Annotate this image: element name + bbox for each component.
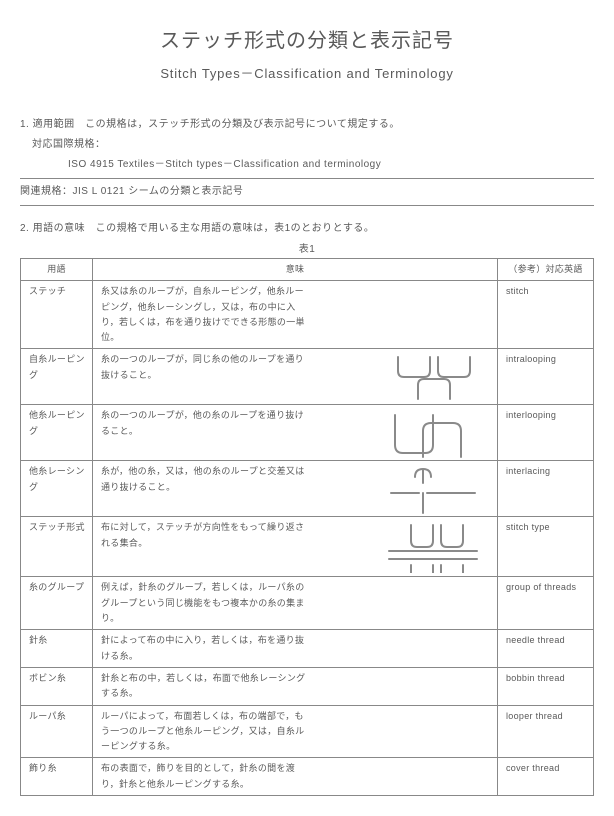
divider-top [20, 178, 594, 179]
meaning-text: ルーパによって，布面若しくは，布の端部で，もう一つのループと他糸ルーピング，又は… [101, 709, 311, 755]
meaning-text: 針によって布の中に入り，若しくは，布を通り抜ける糸。 [101, 633, 311, 664]
table-label: 表1 [20, 240, 594, 255]
term-cell: 他糸レーシング [21, 461, 93, 517]
en-cell: stitch type [498, 517, 594, 577]
term-cell: 他糸ルーピング [21, 405, 93, 461]
intl-std: ISO 4915 Textiles－Stitch types－Classific… [20, 156, 594, 174]
col-header-en: （参考）対応英語 [498, 259, 594, 281]
meaning-cell: 糸の一つのループが，同じ糸の他のループを通り抜けること。 [93, 349, 498, 405]
en-cell: group of threads [498, 577, 594, 630]
meaning-text: 例えば，針糸のグループ，若しくは，ルーパ糸のグループという同じ機能をもつ複本かの… [101, 580, 311, 626]
table-row: 他糸レーシング糸が，他の糸，又は，他の糸のループと交差又は通り抜けること。 int… [21, 461, 594, 517]
table-row: 自糸ルーピング糸の一つのループが，同じ糸の他のループを通り抜けること。 intra… [21, 349, 594, 405]
meaning-text: 糸又は糸のループが，自糸ルーピング，他糸ルーピング，他糸レーシングし，又は，布の… [101, 284, 311, 345]
related-std: 関連規格：JIS L 0121 シームの分類と表示記号 [20, 183, 594, 201]
term-cell: ステッチ形式 [21, 517, 93, 577]
terms-table: 用語 意味 （参考）対応英語 ステッチ糸又は糸のループが，自糸ルーピング，他糸ル… [20, 258, 594, 796]
meaning-cell: 糸又は糸のループが，自糸ルーピング，他糸ルーピング，他糸レーシングし，又は，布の… [93, 281, 498, 349]
defs-line: 2. 用語の意味 この規格で用いる主な用語の意味は，表1のとおりとする。 [20, 220, 594, 238]
table-row: ルーパ糸ルーパによって，布面若しくは，布の端部で，もう一つのループと他糸ルーピン… [21, 705, 594, 758]
meaning-cell: 例えば，針糸のグループ，若しくは，ルーパ糸のグループという同じ機能をもつ複本かの… [93, 577, 498, 630]
stitch-diagram-interlace [383, 463, 483, 517]
en-cell: interlacing [498, 461, 594, 517]
en-cell: stitch [498, 281, 594, 349]
page-subtitle-en: Stitch Types－Classification and Terminol… [20, 63, 594, 82]
term-cell: 針糸 [21, 630, 93, 668]
stitch-diagram-stitchtype [383, 519, 483, 573]
meaning-cell: 糸の一つのループが，他の糸のループを通り抜けること。 [93, 405, 498, 461]
scope-section: 1. 適用範囲 この規格は，ステッチ形式の分類及び表示記号について規定する。 対… [20, 116, 594, 174]
term-cell: 飾り糸 [21, 758, 93, 796]
table-row: ボビン糸針糸と布の中，若しくは，布面で他糸レーシングする糸。 bobbin thr… [21, 667, 594, 705]
table-row: ステッチ形式布に対して，ステッチが方向性をもって繰り返される集合。 stitch … [21, 517, 594, 577]
table-row: 針糸針によって布の中に入り，若しくは，布を通り抜ける糸。 needle threa… [21, 630, 594, 668]
meaning-text: 糸の一つのループが，他の糸のループを通り抜けること。 [101, 408, 311, 439]
en-cell: intralooping [498, 349, 594, 405]
meaning-text: 針糸と布の中，若しくは，布面で他糸レーシングする糸。 [101, 671, 311, 702]
table-row: 糸のグループ例えば，針糸のグループ，若しくは，ルーパ糸のグループという同じ機能を… [21, 577, 594, 630]
en-cell: looper thread [498, 705, 594, 758]
table-header-row: 用語 意味 （参考）対応英語 [21, 259, 594, 281]
en-cell: interlooping [498, 405, 594, 461]
meaning-text: 糸が，他の糸，又は，他の糸のループと交差又は通り抜けること。 [101, 464, 311, 495]
meaning-text: 布に対して，ステッチが方向性をもって繰り返される集合。 [101, 520, 311, 551]
col-header-meaning: 意味 [93, 259, 498, 281]
term-cell: 糸のグループ [21, 577, 93, 630]
term-cell: ルーパ糸 [21, 705, 93, 758]
en-cell: cover thread [498, 758, 594, 796]
term-cell: ステッチ [21, 281, 93, 349]
scope-line: 1. 適用範囲 この規格は，ステッチ形式の分類及び表示記号について規定する。 [20, 116, 594, 134]
meaning-cell: 布に対して，ステッチが方向性をもって繰り返される集合。 [93, 517, 498, 577]
table-row: ステッチ糸又は糸のループが，自糸ルーピング，他糸ルーピング，他糸レーシングし，又… [21, 281, 594, 349]
meaning-cell: 針によって布の中に入り，若しくは，布を通り抜ける糸。 [93, 630, 498, 668]
meaning-cell: 針糸と布の中，若しくは，布面で他糸レーシングする糸。 [93, 667, 498, 705]
table-row: 他糸ルーピング糸の一つのループが，他の糸のループを通り抜けること。 interlo… [21, 405, 594, 461]
meaning-cell: 布の表面で，飾りを目的として，針糸の間を渡り，針糸と他糸ルーピングする糸。 [93, 758, 498, 796]
stitch-diagram-intraloop [383, 351, 483, 405]
meaning-cell: ルーパによって，布面若しくは，布の端部で，もう一つのループと他糸ルーピング，又は… [93, 705, 498, 758]
page-title-ja: ステッチ形式の分類と表示記号 [20, 24, 594, 53]
intl-label: 対応国際規格： [20, 136, 594, 154]
meaning-text: 布の表面で，飾りを目的として，針糸の間を渡り，針糸と他糸ルーピングする糸。 [101, 761, 311, 792]
term-cell: 自糸ルーピング [21, 349, 93, 405]
divider-bottom [20, 205, 594, 206]
page: ステッチ形式の分類と表示記号 Stitch Types－Classificati… [0, 0, 614, 816]
meaning-cell: 糸が，他の糸，又は，他の糸のループと交差又は通り抜けること。 [93, 461, 498, 517]
table-row: 飾り糸布の表面で，飾りを目的として，針糸の間を渡り，針糸と他糸ルーピングする糸。… [21, 758, 594, 796]
stitch-diagram-interloop [383, 407, 483, 461]
en-cell: needle thread [498, 630, 594, 668]
meaning-text: 糸の一つのループが，同じ糸の他のループを通り抜けること。 [101, 352, 311, 383]
en-cell: bobbin thread [498, 667, 594, 705]
col-header-term: 用語 [21, 259, 93, 281]
term-cell: ボビン糸 [21, 667, 93, 705]
